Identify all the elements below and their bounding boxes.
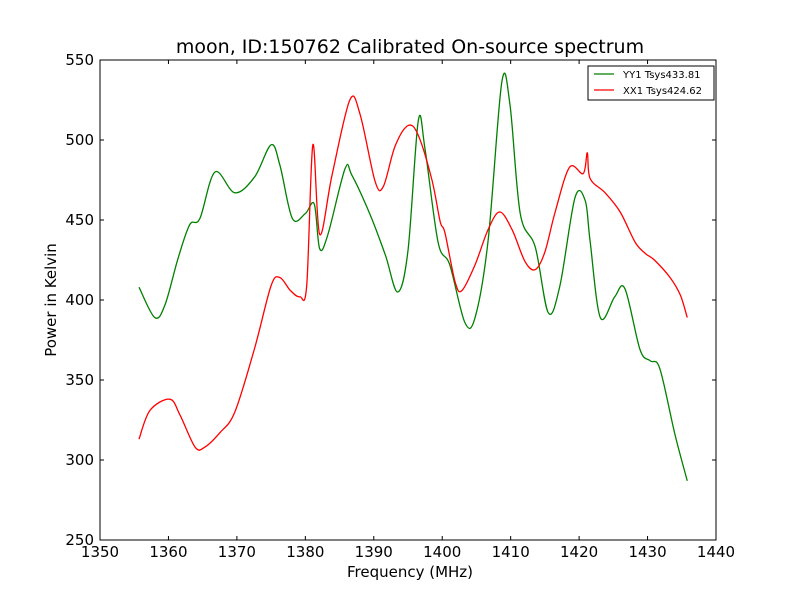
- legend: YY1 Tsys433.81 XX1 Tsys424.62: [587, 65, 715, 101]
- x-tick-label: 1400: [423, 543, 461, 561]
- y-tick-label: 550: [65, 51, 94, 69]
- x-tick-label: 1420: [560, 543, 598, 561]
- chart-title: moon, ID:150762 Calibrated On-source spe…: [176, 36, 644, 58]
- y-tick-label: 350: [65, 371, 94, 389]
- y-axis-label: Power in Kelvin: [42, 243, 60, 357]
- x-tick-label: 1350: [81, 543, 119, 561]
- legend-label-yy1: YY1 Tsys433.81: [622, 70, 701, 81]
- y-tick-label: 450: [65, 211, 94, 229]
- legend-label-xx1: XX1 Tsys424.62: [623, 86, 702, 97]
- x-tick-label: 1390: [355, 543, 393, 561]
- x-tick-label: 1360: [149, 543, 187, 561]
- x-tick-label: 1410: [492, 543, 530, 561]
- y-tick-label: 300: [65, 451, 94, 469]
- y-tick-label: 500: [65, 131, 94, 149]
- plot-frame: [99, 59, 717, 541]
- x-tick-label: 1430: [628, 543, 666, 561]
- x-tick-label: 1380: [286, 543, 324, 561]
- x-axis-label: Frequency (MHz): [347, 563, 473, 581]
- x-tick-label: 1370: [218, 543, 256, 561]
- series-line-yy1: [138, 72, 688, 481]
- y-tick-label: 250: [65, 531, 94, 549]
- series-line-xx1: [138, 95, 688, 451]
- y-tick-label: 400: [65, 291, 94, 309]
- x-tick-label: 1440: [697, 543, 735, 561]
